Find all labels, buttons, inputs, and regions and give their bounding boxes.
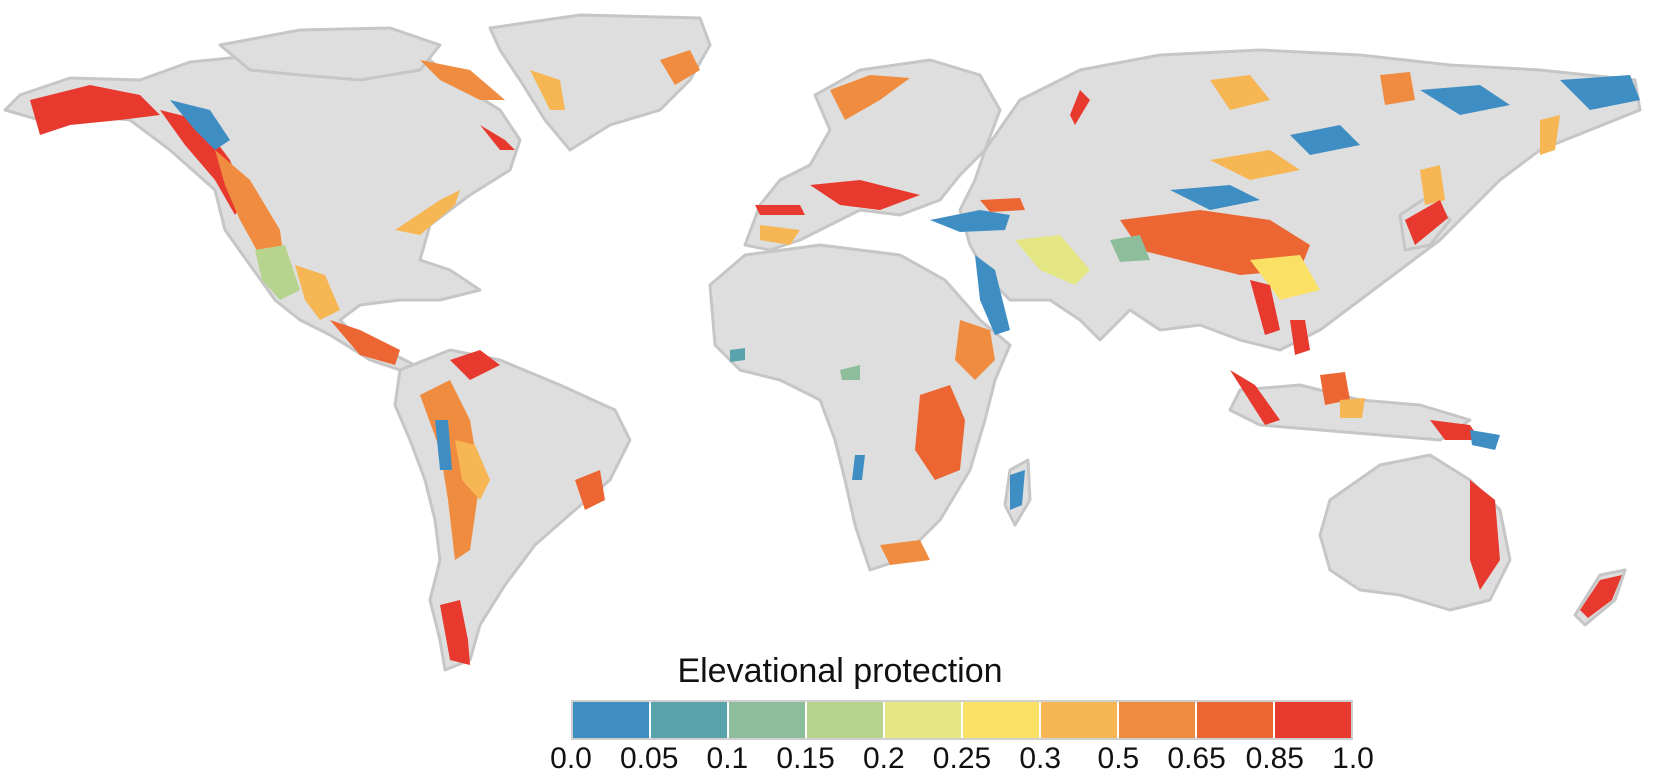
region-brazil-highlands	[575, 470, 605, 510]
region-borneo-yellow	[1340, 398, 1365, 418]
region-manchuria	[1420, 165, 1445, 205]
region-central-america	[330, 320, 400, 365]
legend-tick-label: 0.5	[1097, 742, 1140, 775]
region-madagascar	[1010, 470, 1025, 510]
region-zagros	[1015, 235, 1090, 285]
region-west-africa	[730, 348, 745, 362]
region-labrador	[480, 125, 515, 150]
region-iberia	[760, 225, 800, 245]
region-yunnan	[1250, 255, 1320, 300]
arctic-islands	[218, 26, 442, 82]
region-appalachians	[395, 190, 460, 235]
region-new-guinea	[1430, 420, 1480, 440]
region-sumatra	[1230, 370, 1280, 425]
mountain-regions	[30, 50, 1640, 665]
region-ethiopia	[955, 320, 995, 380]
asia-landmass	[958, 48, 1642, 352]
region-new-guinea-blue	[1470, 430, 1500, 450]
legend-swatch-1	[651, 702, 729, 738]
legend-swatch-2	[729, 702, 807, 738]
legend-swatch-4	[885, 702, 963, 738]
region-borneo	[1320, 372, 1350, 405]
region-cameroon	[840, 365, 860, 380]
region-caucasus	[980, 198, 1025, 212]
region-patagonia	[440, 600, 470, 665]
legend-tick-label: 0.85	[1245, 742, 1304, 775]
legend-tick-label: 0.0	[550, 742, 592, 775]
australia-landmass	[1318, 453, 1512, 612]
legend-tick-label: 1.0	[1332, 742, 1374, 775]
region-greenland-west	[530, 70, 565, 110]
europe-landmass	[743, 58, 1002, 252]
region-scandinavia	[830, 75, 910, 120]
legend-tick-label: 0.2	[862, 742, 905, 775]
land-masses	[3, 13, 1642, 672]
legend-tick-label: 0.05	[619, 742, 679, 775]
greenland-landmass	[488, 13, 712, 152]
legend-tick-label: 0.1	[706, 742, 749, 775]
region-pamir	[1110, 235, 1150, 262]
region-alaska-range	[30, 85, 160, 135]
region-chukotka	[1560, 75, 1640, 110]
region-rockies-orange	[215, 150, 285, 270]
region-sayan	[1290, 125, 1360, 155]
region-verkhoyansk	[1380, 72, 1415, 105]
region-siberia-yellow	[1210, 75, 1270, 110]
legend-title: Elevational protection	[677, 652, 1003, 690]
region-baffin	[420, 60, 505, 100]
legend-swatch-3	[807, 702, 885, 738]
region-stanovoy	[1420, 85, 1510, 115]
region-turkey	[930, 210, 1010, 232]
legend-swatch-9	[1275, 702, 1351, 738]
legend-tick-labels: 0.0 0.05 0.1 0.15 0.2 0.25 0.3 0.5 0.65 0.85 1.0	[0, 742, 1680, 778]
region-mexico-orange	[295, 265, 340, 320]
region-east-africa	[915, 385, 965, 480]
region-urals	[1070, 90, 1090, 125]
region-altai	[1210, 150, 1300, 180]
region-rockies-blue	[170, 100, 230, 150]
region-andes-north	[450, 350, 500, 380]
region-arabia	[975, 255, 1010, 335]
region-andes-yellow	[455, 440, 490, 500]
region-great-dividing-range	[1470, 480, 1500, 590]
legend-swatch-0	[573, 702, 651, 738]
region-tianshan	[1170, 185, 1260, 210]
legend-color-bar	[571, 700, 1353, 740]
region-drakensberg	[880, 540, 930, 565]
region-hengduan	[1250, 280, 1280, 335]
region-alps	[810, 180, 920, 210]
region-rockies-north	[160, 110, 245, 215]
region-new-zealand	[1580, 575, 1622, 618]
region-angola	[852, 455, 865, 480]
legend-swatch-8	[1197, 702, 1275, 738]
legend-tick-label: 0.3	[1019, 742, 1062, 775]
region-kamchatka	[1540, 115, 1560, 155]
region-andes-blue	[435, 420, 452, 470]
region-greenland-east	[660, 50, 700, 85]
region-sierra-green	[255, 245, 300, 300]
region-pyrenees	[755, 205, 805, 215]
legend-swatch-7	[1119, 702, 1197, 738]
legend-swatch-5	[963, 702, 1041, 738]
legend-tick-label: 0.25	[932, 742, 992, 775]
legend-tick-label: 0.15	[776, 742, 835, 775]
legend-tick-label: 0.65	[1167, 742, 1226, 775]
legend-swatch-6	[1041, 702, 1119, 738]
region-japan	[1405, 200, 1448, 245]
africa-landmass	[708, 243, 1012, 572]
region-indochina	[1290, 320, 1310, 355]
